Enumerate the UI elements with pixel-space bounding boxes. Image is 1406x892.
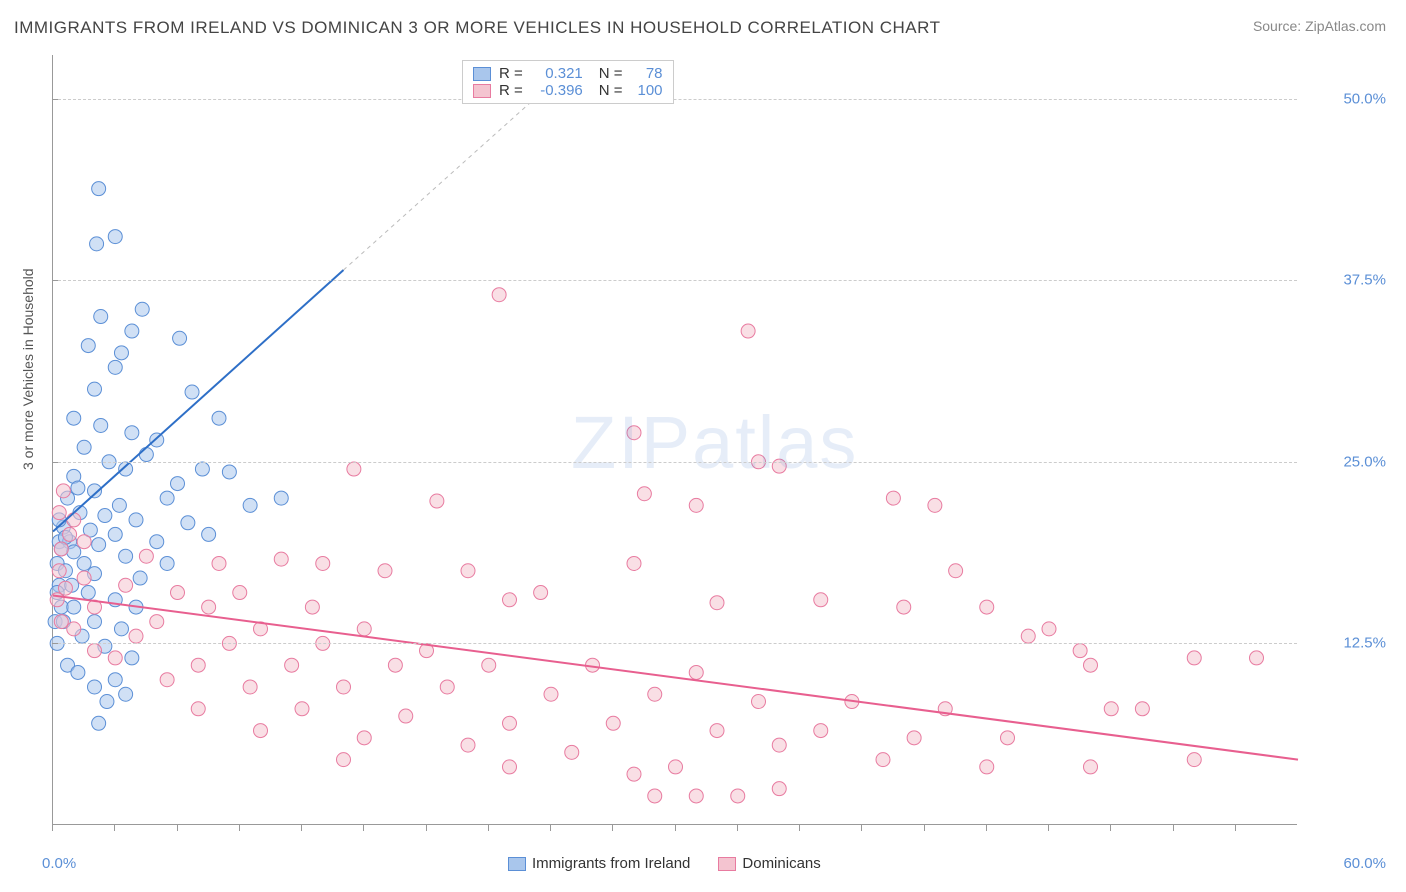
n-label-2: N = bbox=[599, 82, 623, 99]
r-label: R = bbox=[499, 65, 523, 82]
legend-label-ireland: Immigrants from Ireland bbox=[532, 855, 690, 872]
chart-container: IMMIGRANTS FROM IRELAND VS DOMINICAN 3 O… bbox=[0, 0, 1406, 892]
stats-row-ireland: R = 0.321 N = 78 bbox=[473, 65, 663, 82]
x-tick-label-left: 0.0% bbox=[42, 855, 76, 872]
r-value-ireland: 0.321 bbox=[531, 65, 583, 82]
y-tick-label: 50.0% bbox=[1343, 90, 1386, 107]
legend-item-dominican: Dominicans bbox=[718, 855, 820, 872]
chart-title: IMMIGRANTS FROM IRELAND VS DOMINICAN 3 O… bbox=[14, 18, 940, 38]
legend-label-dominican: Dominicans bbox=[742, 855, 820, 872]
r-value-dominican: -0.396 bbox=[531, 82, 583, 99]
n-value-dominican: 100 bbox=[631, 82, 663, 99]
y-tick-label: 25.0% bbox=[1343, 453, 1386, 470]
y-tick-label: 37.5% bbox=[1343, 272, 1386, 289]
stats-row-dominican: R = -0.396 N = 100 bbox=[473, 82, 663, 99]
legend-item-ireland: Immigrants from Ireland bbox=[508, 855, 690, 872]
bottom-legend: Immigrants from Ireland Dominicans bbox=[508, 855, 821, 872]
plot-area: ZIPatlas bbox=[52, 55, 1297, 825]
source-attribution: Source: ZipAtlas.com bbox=[1253, 18, 1386, 34]
y-axis-label: 3 or more Vehicles in Household bbox=[20, 268, 36, 470]
r-label-2: R = bbox=[499, 82, 523, 99]
x-tick-label-right: 60.0% bbox=[1343, 855, 1386, 872]
n-label: N = bbox=[599, 65, 623, 82]
stats-legend-box: R = 0.321 N = 78 R = -0.396 N = 100 bbox=[462, 60, 674, 104]
n-value-ireland: 78 bbox=[631, 65, 663, 82]
scatter-svg bbox=[53, 55, 1298, 825]
swatch-dominican bbox=[473, 84, 491, 98]
y-tick-label: 12.5% bbox=[1343, 635, 1386, 652]
legend-swatch-ireland bbox=[508, 857, 526, 871]
legend-swatch-dominican bbox=[718, 857, 736, 871]
swatch-ireland bbox=[473, 67, 491, 81]
